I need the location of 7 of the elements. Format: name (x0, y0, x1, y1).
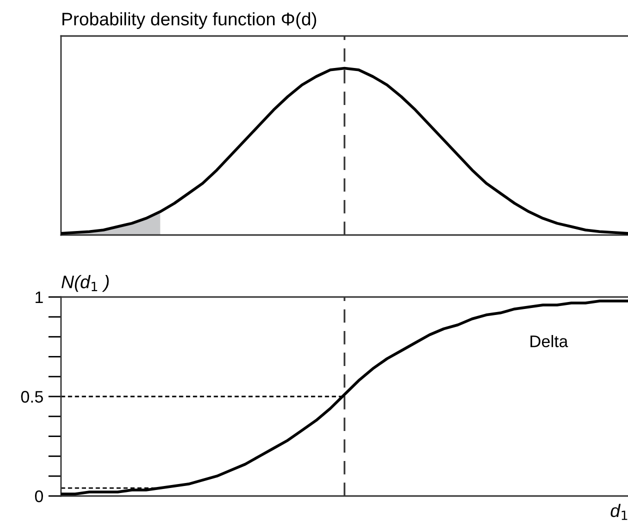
y-tick-label: 1 (36, 292, 43, 304)
y-axis-title: N(d$_{1}$ ) (62, 275, 109, 292)
chart-title: Probability density function Φ(d) (62, 12, 316, 30)
y-tick-label: 0 (35, 490, 43, 502)
annotation: Delta (530, 335, 568, 348)
x-axis-title: d$_{1}$ (610, 504, 628, 520)
y-tick-label: 0.5 (21, 390, 43, 403)
